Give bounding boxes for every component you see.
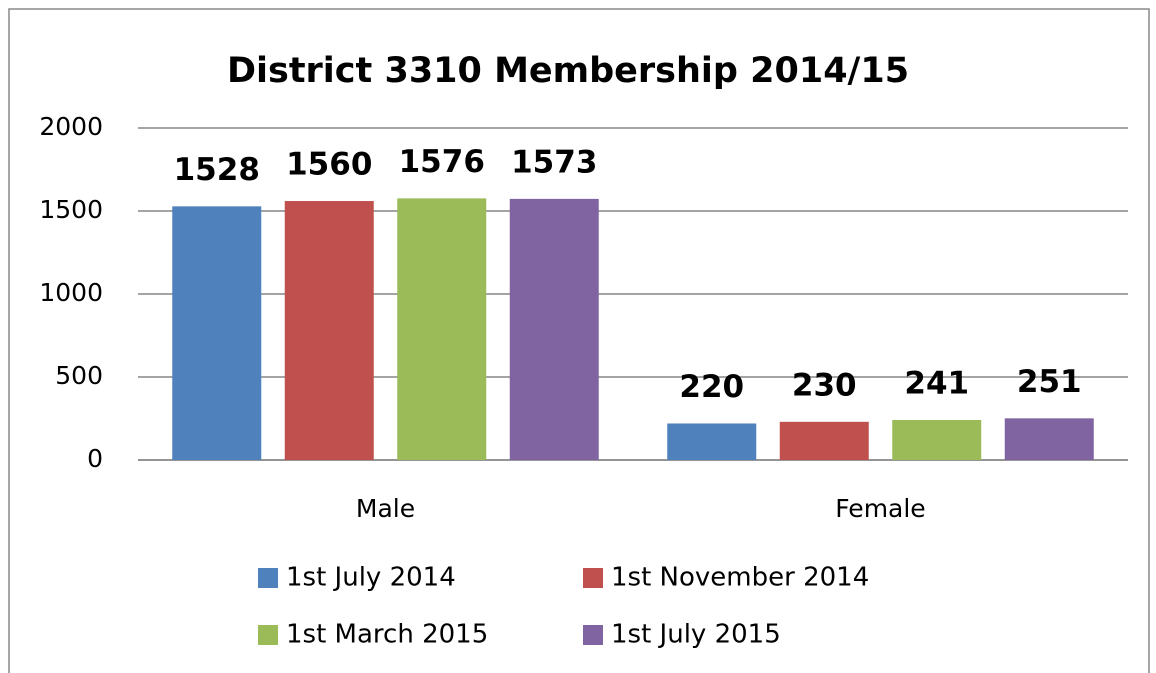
- y-tick-label: 2000: [39, 112, 103, 141]
- x-tick-label: Female: [835, 494, 925, 523]
- value-label: 1560: [286, 147, 372, 183]
- bar: [509, 198, 599, 460]
- value-label: 1576: [399, 144, 485, 180]
- legend-label: 1st November 2014: [611, 563, 869, 593]
- bar: [779, 421, 869, 460]
- bar: [892, 419, 982, 460]
- y-tick-label: 0: [87, 444, 103, 473]
- value-label: 241: [904, 365, 969, 401]
- value-label: 230: [792, 367, 857, 403]
- legend-swatch: [583, 568, 603, 588]
- legend-swatch: [258, 568, 278, 588]
- value-label: 1573: [511, 144, 597, 180]
- value-label: 1528: [174, 152, 260, 188]
- legend-label: 1st July 2015: [611, 620, 781, 650]
- bar: [284, 201, 374, 461]
- chart-title: District 3310 Membership 2014/15: [227, 51, 909, 91]
- legend-swatch: [583, 625, 603, 645]
- value-label: 220: [679, 369, 744, 405]
- y-tick-label: 1000: [39, 278, 103, 307]
- bar: [397, 198, 487, 460]
- legend-label: 1st July 2014: [286, 563, 456, 593]
- chart-border: [8, 8, 1150, 673]
- x-tick-label: Male: [356, 494, 415, 523]
- y-tick-label: 1500: [39, 195, 103, 224]
- bar: [172, 206, 262, 460]
- y-tick-label: 500: [55, 361, 103, 390]
- bar: [667, 423, 757, 460]
- bar: [1004, 418, 1094, 460]
- legend-swatch: [258, 625, 278, 645]
- legend-label: 1st March 2015: [286, 620, 488, 650]
- value-label: 251: [1017, 364, 1082, 400]
